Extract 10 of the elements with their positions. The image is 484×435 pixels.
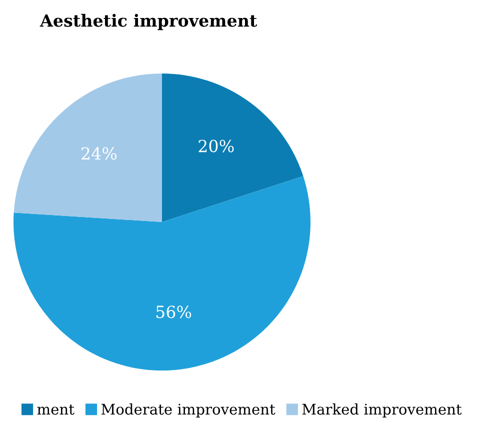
data-label: 24% — [82, 147, 117, 160]
chart-title: Aesthetic improvement — [40, 14, 258, 30]
data-label: 56% — [156, 306, 192, 318]
pie-slice — [162, 73, 304, 222]
legend-label: Moderate improvement — [101, 403, 276, 418]
pie-slice — [14, 73, 162, 222]
legend-label: Marked improvement — [302, 403, 462, 418]
pie-slice — [13, 176, 310, 370]
data-label: 20% — [198, 140, 234, 152]
legend-label: ment — [37, 404, 74, 415]
